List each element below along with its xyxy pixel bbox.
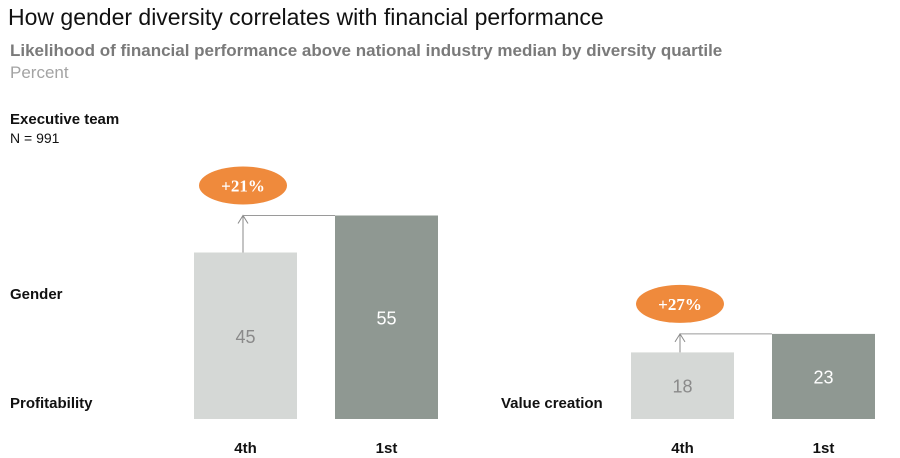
value-creation-category-label-4th: 4th (671, 440, 694, 457)
profitability-data-label-1st: 55 (376, 308, 396, 328)
profitability-label: Profitability (10, 395, 93, 412)
profitability-category-label-1st: 1st (376, 440, 398, 457)
value-creation-label: Value creation (501, 395, 603, 412)
profitability-bar-1st (335, 215, 438, 419)
value-creation-annotation-text: +27% (658, 295, 702, 314)
profitability-annotation-badge (199, 166, 287, 205)
unit-label: Percent (10, 63, 69, 82)
chart-title: How gender diversity correlates with fin… (8, 4, 604, 30)
profitability-annotation-text: +21% (221, 177, 265, 196)
value-creation-bar-1st (772, 333, 875, 419)
row-label-gender: Gender (10, 286, 63, 303)
value-creation-annotation-badge (636, 284, 724, 323)
panel-title: Executive team (10, 111, 120, 128)
value-creation-data-label-1st: 23 (813, 367, 833, 387)
profitability-bar-4th (194, 252, 297, 419)
value-creation-category-label-1st: 1st (813, 440, 835, 457)
sample-size-label: N = 991 (10, 130, 60, 146)
value-creation-bar-4th (631, 352, 734, 419)
value-creation-data-label-4th: 18 (672, 377, 692, 397)
profitability-data-label-4th: 45 (235, 327, 255, 347)
chart-subtitle: Likelihood of financial performance abov… (10, 41, 723, 60)
profitability-category-label-4th: 4th (234, 440, 257, 457)
